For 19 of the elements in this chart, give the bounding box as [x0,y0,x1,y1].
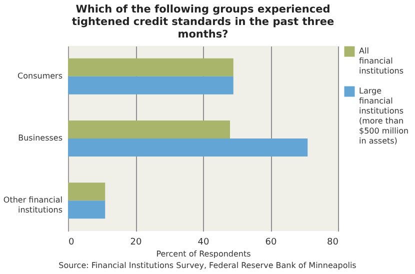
x-axis-title: Percent of Respondents [156,250,251,258]
legend-label: All financial institutions [359,46,404,76]
bar [68,200,106,219]
x-tick-label: 0 [68,238,74,248]
x-tick-label: 80 [327,238,339,248]
x-tick-label: 20 [130,238,142,248]
bar [68,120,230,138]
bar [68,182,106,201]
bar [68,76,234,94]
chart-title: Which of the following groups experienced tightened credit standards in the past three months? [72,4,334,40]
legend-label: Large financial institutions (more than $500 million in assets) [359,86,409,146]
y-tick-label: Consumers [18,71,62,80]
x-tick-label: 60 [265,238,277,248]
y-tick-label: Businesses [18,134,62,142]
y-tick-label: Other financial institutions [3,196,62,215]
bar [68,58,234,76]
x-tick-label: 40 [198,238,210,248]
source-note: Source: Financial Institutions Survey, Federal Reserve Bank of Minneapolis [58,261,358,270]
bar [68,138,308,157]
